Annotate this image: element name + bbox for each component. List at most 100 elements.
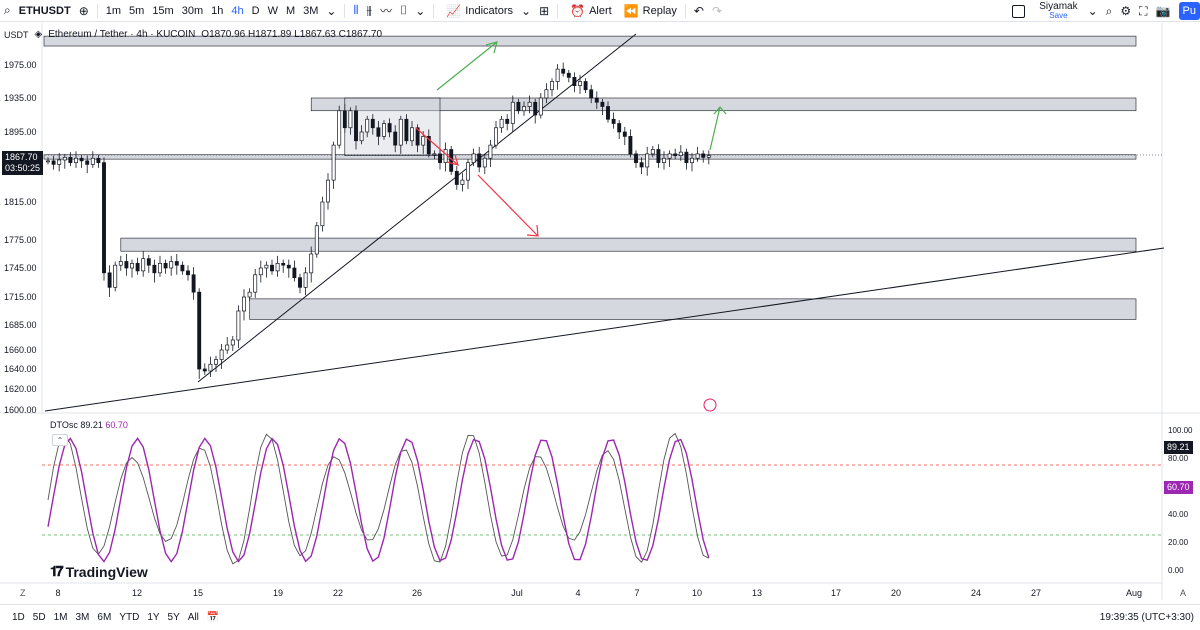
candle-body	[684, 151, 689, 163]
price-chart[interactable]: 1975.00 1935.00 1895.00 1815.00 1775.00 1745.…	[0, 23, 1200, 603]
bottom-bar: 1D 5D 1M 3M 6M YTD 1Y 5Y All 📅 19:39:35 …	[0, 604, 1200, 630]
candle-body	[292, 267, 297, 279]
timeframe-1h[interactable]: 1h	[211, 4, 224, 17]
candle-body	[443, 149, 448, 163]
range-1m[interactable]: 1M	[53, 612, 68, 623]
candle-body	[606, 106, 610, 120]
tradingview-logo[interactable]: 𝟏𝟕 TradingView	[50, 563, 148, 580]
candle-body	[471, 153, 476, 163]
event-marker-icon	[703, 398, 717, 412]
rewind-icon: ⏪	[623, 3, 639, 18]
projection-arrow-head	[713, 106, 727, 115]
timeframe-15m[interactable]: 15m	[152, 4, 174, 17]
candle-body	[667, 153, 672, 159]
currency-label[interactable]: USDT	[4, 29, 29, 40]
projection-arrow-up	[436, 41, 498, 91]
chevron-down-icon[interactable]: ⌄	[521, 3, 532, 18]
range-ytd[interactable]: YTD	[119, 612, 140, 623]
candle-body	[572, 77, 577, 86]
range-1y[interactable]: 1Y	[147, 612, 160, 623]
chevron-down-icon[interactable]: ⌄	[1087, 4, 1098, 18]
projection-arrow-up	[709, 106, 721, 151]
time-tick-label: 8	[55, 588, 60, 598]
redo-icon[interactable]: ↷	[711, 3, 723, 18]
chevron-down-icon[interactable]: ⌄	[415, 3, 426, 18]
candle-body	[326, 179, 330, 203]
layout-checkbox[interactable]	[1012, 4, 1026, 18]
time-tick-label: 24	[971, 588, 981, 598]
range-5d[interactable]: 5D	[32, 612, 46, 623]
candle-body	[410, 127, 414, 142]
candle-body	[488, 144, 493, 159]
eth-logo-icon: ◈	[34, 29, 43, 40]
range-5y[interactable]: 5Y	[167, 612, 180, 623]
timeframe-30m[interactable]: 30m	[181, 4, 204, 17]
clock-time[interactable]: 19:39:35 (UTC+3:30)	[1099, 612, 1194, 623]
search-icon[interactable]: ⌕	[4, 3, 11, 17]
projection-arrow-down	[477, 174, 539, 237]
layout-grid-icon[interactable]: ⊞	[539, 3, 550, 18]
calendar-icon[interactable]: 📅	[206, 612, 220, 623]
z-icon[interactable]: Z	[20, 588, 26, 598]
fullscreen-icon[interactable]: ⛶	[1139, 3, 1148, 18]
candle-body	[662, 157, 666, 163]
current-price: 1867.70	[5, 152, 38, 162]
candle-type-icon[interactable]: ⫴	[353, 3, 359, 17]
indicators-button[interactable]: 📈 Indicators	[438, 0, 517, 22]
range-6m[interactable]: 6M	[97, 612, 112, 623]
candle-body	[365, 118, 370, 133]
line-type-icon[interactable]: 〰	[380, 4, 393, 18]
candle-body	[146, 258, 151, 266]
camera-icon[interactable]: 📷	[1155, 4, 1171, 18]
quick-search-icon[interactable]: ⌕	[1105, 3, 1113, 18]
timeframe-w[interactable]: W	[267, 4, 278, 17]
candle-body	[242, 296, 246, 312]
timeframe-d[interactable]: D	[251, 4, 260, 17]
candle-body	[348, 110, 353, 129]
compare-add-icon[interactable]: ⊕	[78, 3, 89, 18]
candle-body	[426, 136, 431, 155]
candle-body	[197, 291, 202, 370]
candle-body	[202, 368, 207, 372]
timeframe-1m[interactable]: 1m	[105, 4, 122, 17]
candle-body	[141, 258, 146, 272]
gear-icon[interactable]: ⚙	[1120, 4, 1132, 18]
alert-button[interactable]: ⏰ Alert	[562, 0, 616, 22]
save-label: Save	[1049, 11, 1068, 20]
heikin-icon[interactable]: ⌷	[400, 3, 408, 17]
collapse-pane-button[interactable]: ⌃	[52, 434, 68, 446]
range-1d[interactable]: 1D	[12, 612, 25, 623]
publish-button[interactable]: Pu	[1178, 2, 1200, 20]
price-tick-label: 1895.00	[4, 127, 37, 137]
replay-button[interactable]: ⏪ Replay	[616, 0, 681, 22]
candle-body	[522, 106, 526, 112]
ohlc-values: O1870.96 H1871.89 L1867.63 C1867.70	[201, 29, 383, 40]
candle-body	[376, 127, 381, 137]
layout-name-button[interactable]: Siyamak Save	[1033, 2, 1083, 21]
timeframe-5m[interactable]: 5m	[129, 4, 145, 17]
time-tick-label: Jul	[511, 588, 523, 598]
oscillator-value-fast: 89.21	[80, 420, 103, 430]
candle-body	[505, 118, 510, 124]
candle-body	[163, 262, 168, 269]
candle-body	[617, 123, 622, 133]
symbol-search[interactable]: ETHUSDT	[18, 4, 71, 17]
range-3m[interactable]: 3M	[75, 612, 90, 623]
chevron-down-icon[interactable]: ⌄	[326, 3, 337, 18]
bar-type-icon[interactable]: ⫵	[366, 3, 373, 17]
range-all[interactable]: All	[187, 612, 199, 623]
timeframe-m[interactable]: M	[285, 4, 296, 17]
time-tick-label: Aug	[1126, 588, 1142, 598]
price-tick-label: 1815.00	[4, 197, 37, 207]
candle-body	[415, 127, 420, 146]
undo-icon[interactable]: ↶	[693, 3, 704, 18]
trendline	[44, 247, 1165, 412]
candle-body	[331, 144, 336, 181]
candle-body	[79, 157, 84, 162]
candle-body	[191, 274, 196, 293]
auto-scale-icon[interactable]: A	[1180, 588, 1187, 598]
candle-body	[510, 101, 515, 124]
candle-body	[544, 89, 549, 99]
timeframe-3m[interactable]: 3M	[303, 4, 319, 17]
timeframe-4h[interactable]: 4h	[231, 4, 244, 17]
